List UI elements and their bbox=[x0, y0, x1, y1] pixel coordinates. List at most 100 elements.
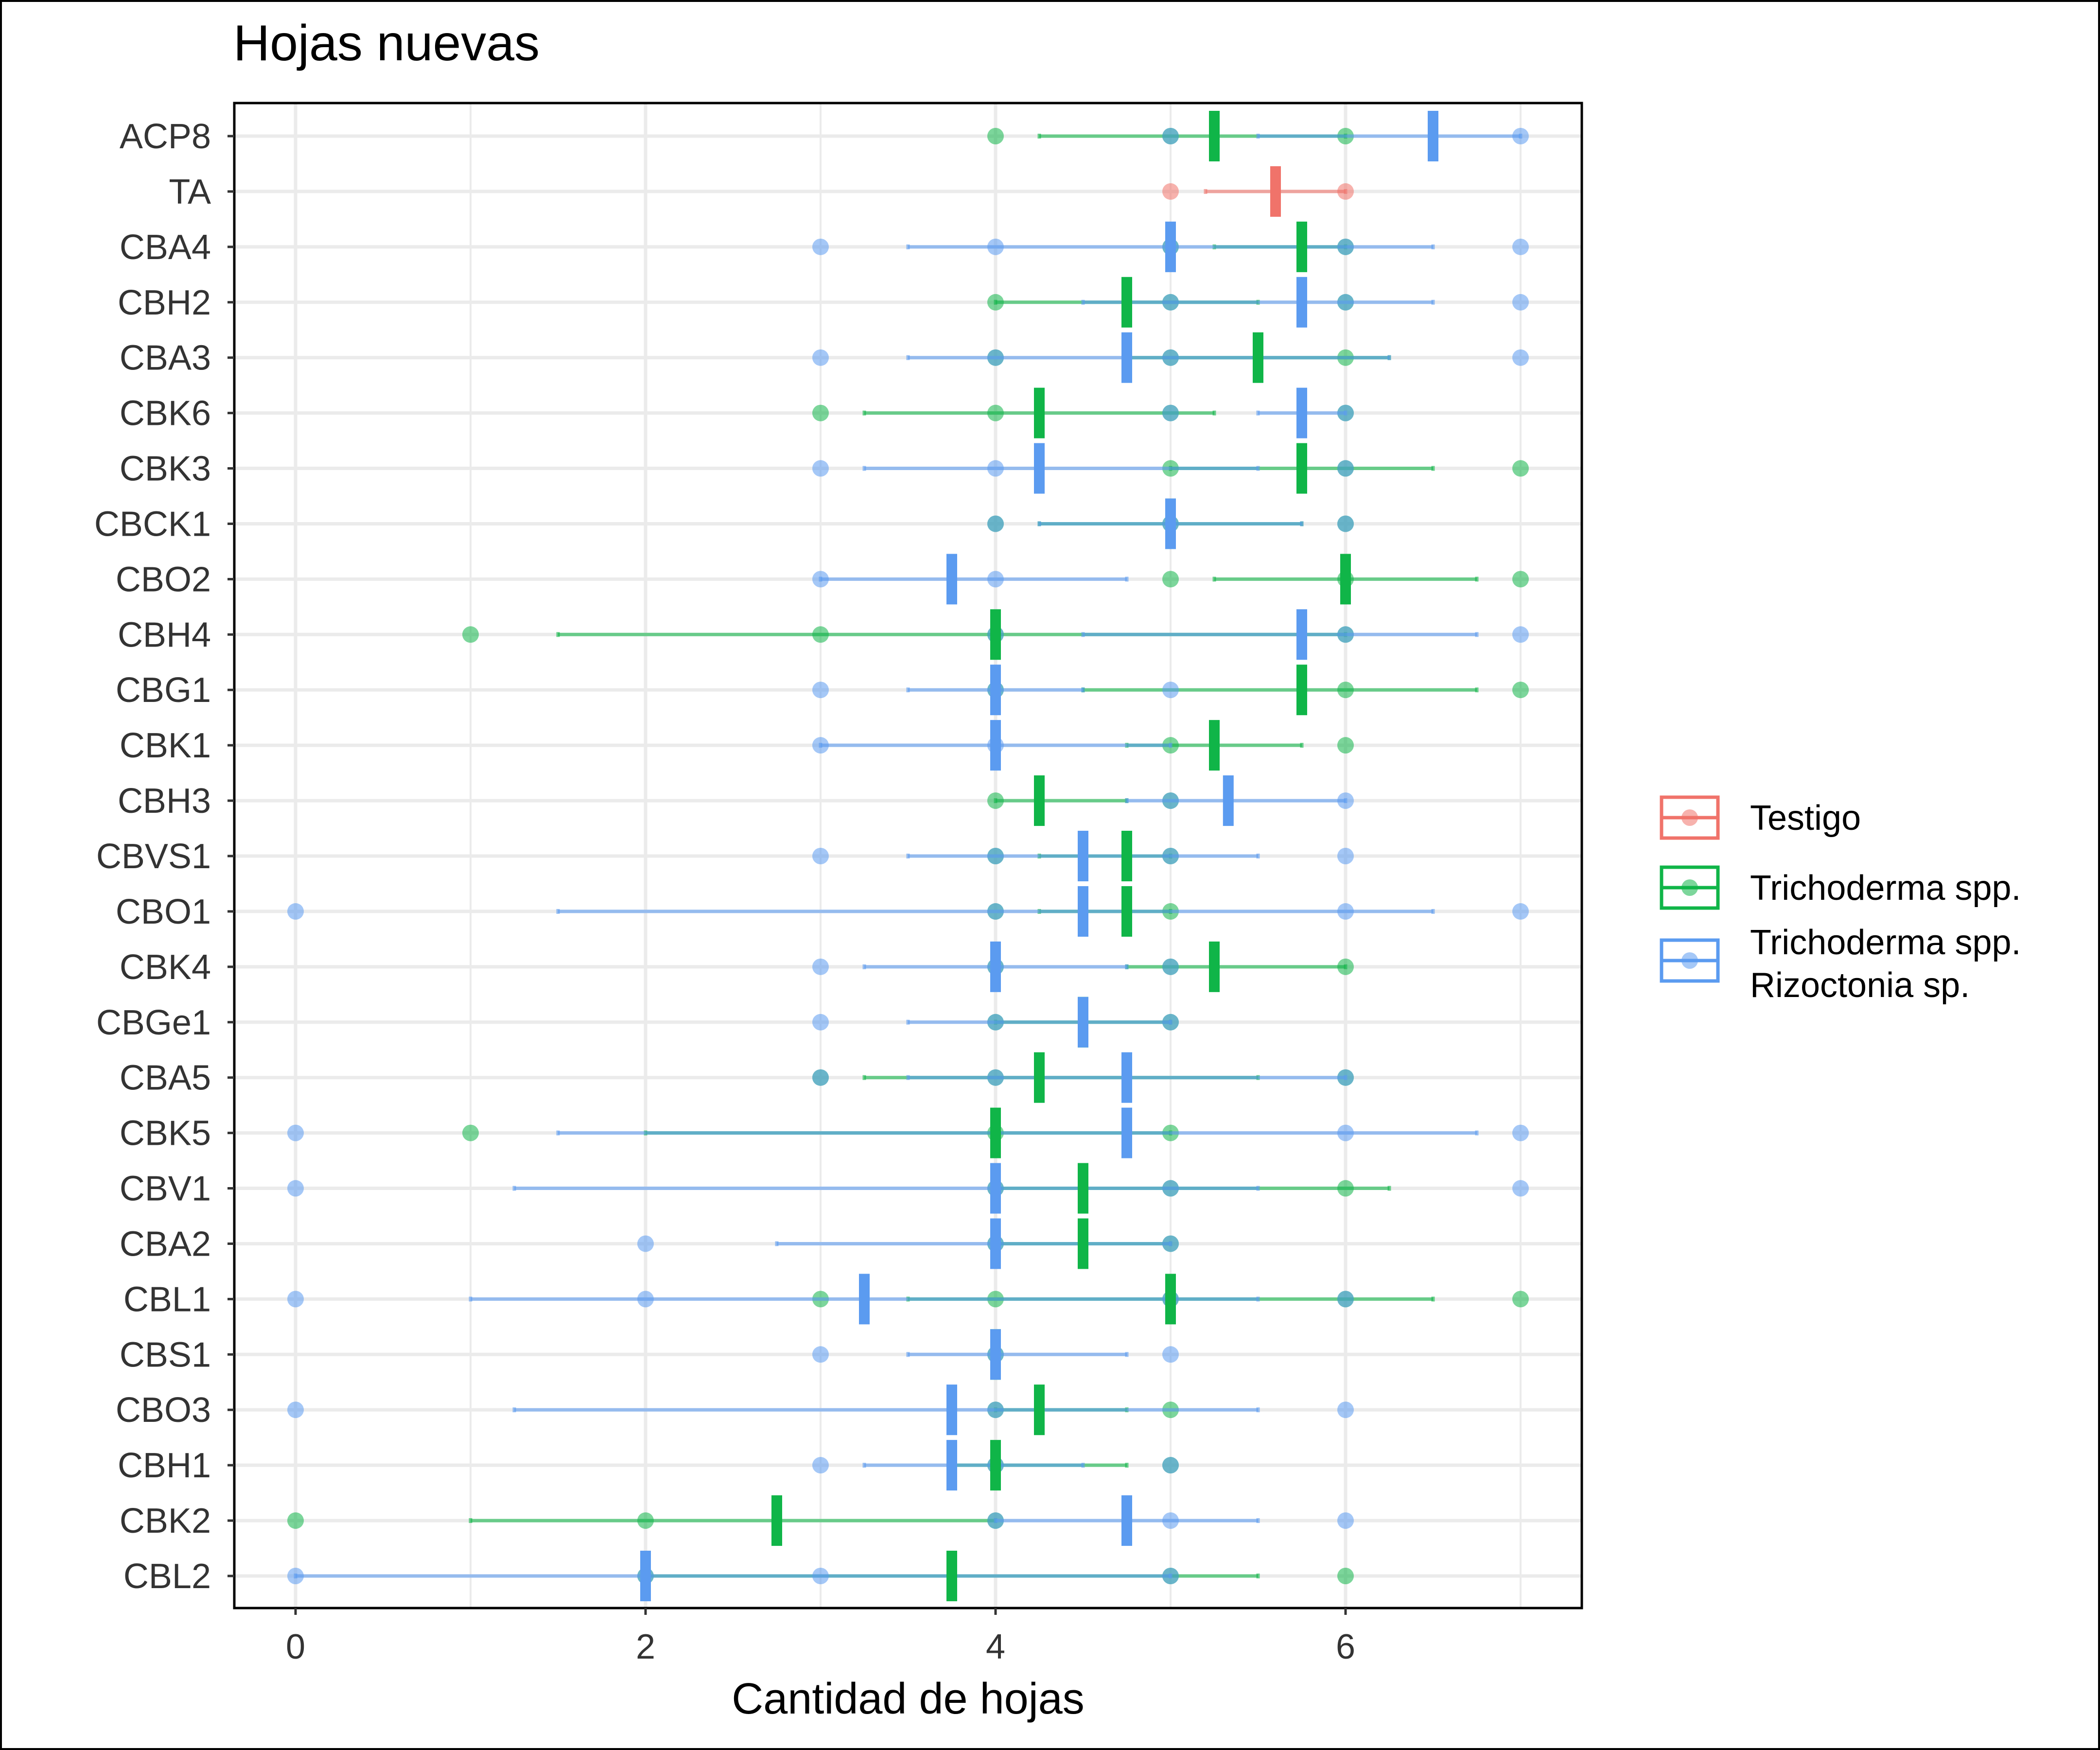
x-tick-label: 6 bbox=[1336, 1628, 1355, 1666]
data-point bbox=[1337, 1568, 1354, 1584]
y-tick-label: CBO2 bbox=[116, 560, 211, 599]
mean-marker bbox=[1296, 609, 1307, 660]
mean-marker bbox=[1034, 443, 1045, 494]
data-point bbox=[812, 626, 829, 643]
data-point bbox=[987, 903, 1004, 920]
data-point bbox=[812, 238, 829, 255]
mean-marker bbox=[1270, 166, 1281, 217]
data-point bbox=[987, 1401, 1004, 1418]
mean-marker bbox=[1121, 1495, 1132, 1546]
y-tick-label: CBK1 bbox=[120, 726, 211, 765]
mean-marker bbox=[946, 1384, 957, 1435]
data-point bbox=[1337, 682, 1354, 699]
data-point bbox=[462, 626, 479, 643]
data-point bbox=[987, 404, 1004, 421]
y-tick-label: CBA3 bbox=[120, 339, 211, 378]
mean-marker bbox=[1165, 498, 1176, 549]
data-point bbox=[1512, 294, 1529, 311]
legend-label: Trichoderma spp. bbox=[1750, 869, 2021, 908]
data-point bbox=[987, 238, 1004, 255]
data-point bbox=[1162, 1512, 1179, 1529]
mean-marker bbox=[1034, 775, 1045, 826]
mean-marker bbox=[1078, 886, 1088, 937]
data-point bbox=[1162, 792, 1179, 809]
mean-marker bbox=[990, 941, 1001, 992]
data-point bbox=[1512, 460, 1529, 477]
data-point bbox=[1337, 792, 1354, 809]
data-point bbox=[1162, 1346, 1179, 1363]
data-point bbox=[987, 349, 1004, 366]
data-point bbox=[1337, 1291, 1354, 1308]
mean-marker bbox=[946, 554, 957, 605]
mean-marker bbox=[1034, 387, 1045, 438]
data-point bbox=[1337, 1512, 1354, 1529]
data-point bbox=[1337, 515, 1354, 532]
mean-marker bbox=[1078, 1218, 1088, 1269]
data-point bbox=[287, 1568, 304, 1584]
mean-marker bbox=[1121, 886, 1132, 937]
y-tick-label: CBL1 bbox=[123, 1280, 211, 1319]
data-point bbox=[1337, 903, 1354, 920]
mean-marker bbox=[1034, 1384, 1045, 1435]
data-point bbox=[1337, 1180, 1354, 1197]
legend-key-point bbox=[1681, 952, 1698, 969]
legend-label: Testigo bbox=[1750, 799, 1861, 838]
y-tick-label: CBH3 bbox=[118, 782, 211, 821]
mean-marker bbox=[990, 609, 1001, 660]
data-point bbox=[812, 571, 829, 588]
data-point bbox=[1337, 294, 1354, 311]
mean-marker bbox=[946, 1551, 957, 1601]
mean-marker bbox=[1034, 1052, 1045, 1103]
mean-marker bbox=[1078, 997, 1088, 1048]
y-tick-label: CBA4 bbox=[120, 228, 211, 267]
y-tick-label: CBK6 bbox=[120, 394, 211, 433]
data-point bbox=[987, 460, 1004, 477]
mean-marker bbox=[1165, 221, 1176, 272]
mean-marker bbox=[1121, 831, 1132, 881]
data-point bbox=[1162, 349, 1179, 366]
mean-marker bbox=[1121, 332, 1132, 383]
y-tick-label: CBCK1 bbox=[94, 505, 211, 543]
data-point bbox=[1162, 1568, 1179, 1584]
data-point bbox=[1162, 958, 1179, 975]
y-tick-label: CBA2 bbox=[120, 1225, 211, 1263]
data-point bbox=[287, 1401, 304, 1418]
y-tick-label: CBS1 bbox=[120, 1335, 211, 1374]
mean-marker bbox=[1428, 111, 1438, 161]
data-point bbox=[1337, 183, 1354, 200]
legend-key-point bbox=[1681, 809, 1698, 826]
data-point bbox=[287, 1512, 304, 1529]
data-point bbox=[812, 349, 829, 366]
x-tick-label: 0 bbox=[286, 1628, 305, 1666]
data-point bbox=[987, 848, 1004, 864]
data-point bbox=[812, 1457, 829, 1474]
data-point bbox=[1162, 1235, 1179, 1252]
mean-marker bbox=[1078, 1163, 1088, 1214]
data-point bbox=[1512, 571, 1529, 588]
y-tick-label: TA bbox=[169, 173, 211, 211]
data-point bbox=[1162, 128, 1179, 144]
data-point bbox=[812, 404, 829, 421]
data-point bbox=[1337, 1124, 1354, 1141]
data-point bbox=[1512, 682, 1529, 699]
data-point bbox=[287, 1180, 304, 1197]
mean-marker bbox=[1296, 443, 1307, 494]
data-point bbox=[1337, 626, 1354, 643]
data-point bbox=[987, 1512, 1004, 1529]
data-point bbox=[1512, 1180, 1529, 1197]
mean-marker bbox=[990, 1329, 1001, 1380]
data-point bbox=[1162, 571, 1179, 588]
data-point bbox=[1337, 460, 1354, 477]
mean-marker bbox=[1209, 111, 1220, 161]
mean-marker bbox=[1209, 720, 1220, 771]
data-point bbox=[987, 128, 1004, 144]
legend-key-point bbox=[1681, 879, 1698, 896]
mean-marker bbox=[640, 1551, 651, 1601]
data-point bbox=[1337, 1069, 1354, 1086]
y-tick-label: CBV1 bbox=[120, 1170, 211, 1208]
data-point bbox=[1162, 404, 1179, 421]
mean-marker bbox=[1296, 387, 1307, 438]
data-point bbox=[987, 1014, 1004, 1031]
mean-marker bbox=[990, 1163, 1001, 1214]
